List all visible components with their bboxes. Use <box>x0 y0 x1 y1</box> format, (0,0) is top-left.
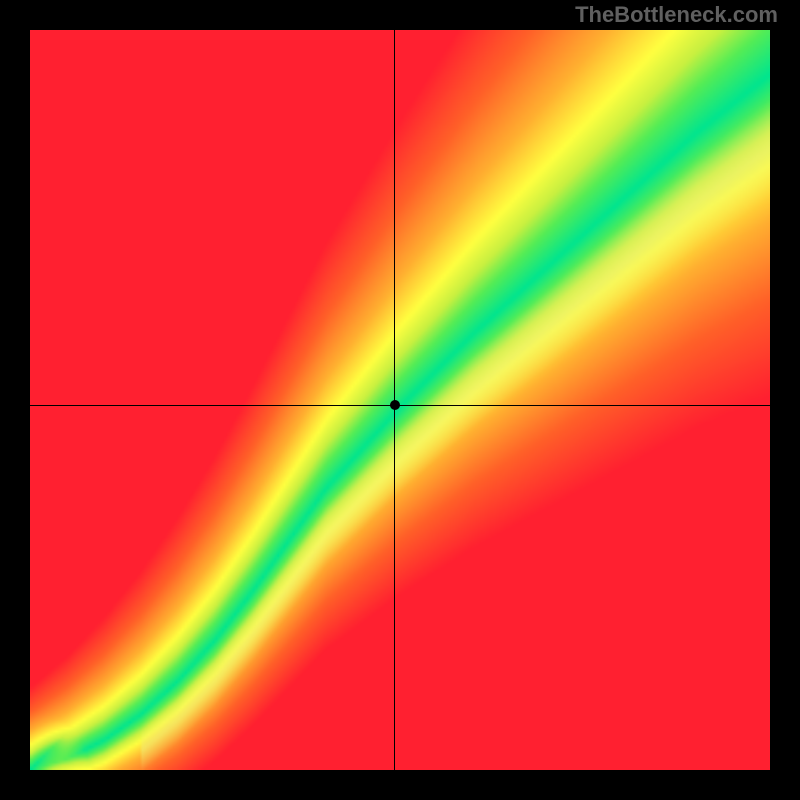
crosshair-horizontal <box>30 405 770 406</box>
watermark-text: TheBottleneck.com <box>575 2 778 28</box>
crosshair-marker <box>390 400 400 410</box>
heatmap-canvas <box>30 30 770 770</box>
heatmap-plot <box>30 30 770 770</box>
